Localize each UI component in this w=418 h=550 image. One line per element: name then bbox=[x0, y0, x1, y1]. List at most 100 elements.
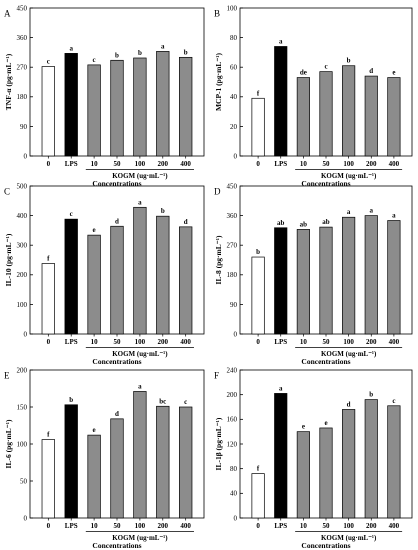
significance-label: e bbox=[93, 426, 96, 434]
bar bbox=[387, 405, 401, 519]
significance-label: b bbox=[184, 48, 188, 56]
category-label: 200 bbox=[366, 338, 377, 346]
category-label: 200 bbox=[366, 160, 377, 168]
significance-label: a bbox=[279, 37, 283, 45]
significance-label: a bbox=[69, 44, 73, 52]
y-tick-label: 0 bbox=[24, 514, 28, 522]
y-tick-label: 100 bbox=[17, 440, 28, 448]
chart-panel-f: F 0 40 80 120 160 200 240 IL-1β (pg·mL⁻¹) f 0 a LPS e… bbox=[214, 366, 413, 550]
significance-label: a bbox=[138, 198, 142, 206]
y-axis-title: TNF-α (pg·mL⁻¹) bbox=[4, 53, 13, 110]
y-tick-label: 100 bbox=[227, 4, 238, 12]
significance-label: c bbox=[184, 398, 187, 406]
category-label: 10 bbox=[91, 522, 99, 530]
category-label: 50 bbox=[323, 338, 331, 346]
category-label: 50 bbox=[323, 160, 331, 168]
category-label: 0 bbox=[256, 160, 260, 168]
bar bbox=[179, 56, 193, 157]
significance-label: e bbox=[324, 419, 327, 427]
bar bbox=[179, 406, 193, 519]
bar bbox=[296, 229, 310, 335]
bar bbox=[156, 51, 170, 157]
significance-label: ab bbox=[277, 219, 285, 227]
y-tick-label: 360 bbox=[17, 34, 28, 42]
significance-label: b bbox=[347, 57, 351, 65]
significance-label: f bbox=[47, 431, 50, 439]
bar bbox=[64, 404, 78, 519]
y-tick-label: 100 bbox=[17, 301, 28, 309]
significance-label: b bbox=[256, 248, 260, 256]
bar bbox=[41, 263, 55, 335]
group-label: KOGM (ug·mL⁻¹) bbox=[321, 534, 377, 542]
x-axis-title: Concentrations bbox=[301, 541, 350, 550]
significance-label: f bbox=[257, 89, 260, 97]
y-tick-label: 300 bbox=[17, 242, 28, 250]
bar bbox=[387, 220, 401, 335]
category-label: 200 bbox=[158, 338, 169, 346]
category-label: 50 bbox=[114, 522, 122, 530]
category-label: LPS bbox=[65, 338, 78, 346]
y-tick-label: 270 bbox=[227, 242, 238, 250]
bar bbox=[64, 218, 78, 335]
bar bbox=[296, 431, 310, 519]
category-label: 400 bbox=[389, 160, 400, 168]
y-tick-label: 50 bbox=[20, 477, 28, 485]
panel-letter: F bbox=[214, 370, 219, 380]
bar bbox=[87, 434, 101, 519]
y-tick-label: 0 bbox=[24, 152, 28, 160]
category-label: 0 bbox=[256, 338, 260, 346]
x-axis-title: Concentrations bbox=[92, 179, 141, 188]
category-label: 50 bbox=[114, 338, 122, 346]
category-label: 0 bbox=[256, 522, 260, 530]
bar bbox=[274, 46, 288, 157]
y-tick-label: 0 bbox=[234, 330, 238, 338]
group-label: KOGM (ug·mL⁻¹) bbox=[112, 534, 168, 542]
y-tick-label: 0 bbox=[24, 330, 28, 338]
category-label: 400 bbox=[180, 160, 191, 168]
bar bbox=[110, 59, 124, 157]
y-tick-label: 270 bbox=[17, 64, 28, 72]
chart-panel-e: E 0 50 100 150 200 IL-6 (pg·mL⁻¹) f 0 b LPS e 10 d 50 a… bbox=[4, 366, 205, 550]
significance-label: a bbox=[370, 207, 374, 215]
y-tick-label: 20 bbox=[230, 123, 238, 131]
significance-label: c bbox=[47, 58, 50, 66]
bar bbox=[251, 256, 265, 335]
significance-label: c bbox=[70, 210, 73, 218]
significance-label: e bbox=[93, 226, 96, 234]
significance-label: e bbox=[392, 69, 395, 77]
category-label: 400 bbox=[180, 522, 191, 530]
y-tick-label: 450 bbox=[17, 4, 28, 12]
y-tick-label: 200 bbox=[17, 366, 28, 374]
y-tick-label: 90 bbox=[230, 301, 238, 309]
significance-label: b bbox=[115, 51, 119, 59]
bar bbox=[364, 75, 378, 157]
bar bbox=[110, 418, 124, 519]
category-label: 10 bbox=[300, 522, 308, 530]
y-axis-title: IL-1β (pg·mL⁻¹) bbox=[214, 417, 223, 470]
category-label: 200 bbox=[366, 522, 377, 530]
chart-panel-d: D 0 90 180 270 360 450 IL-8 (pg·mL⁻¹) b 0 ab LPS ab 1… bbox=[214, 182, 413, 366]
significance-label: a bbox=[347, 208, 351, 216]
chart-panel-a: A 0 90 180 270 360 450 TNF-α (pg·mL⁻¹) c 0 a LPS c 10… bbox=[4, 4, 205, 188]
significance-label: c bbox=[93, 56, 96, 64]
significance-label: b bbox=[369, 391, 373, 399]
significance-label: e bbox=[302, 423, 305, 431]
panel-letter: C bbox=[4, 186, 10, 196]
category-label: 100 bbox=[135, 338, 146, 346]
category-label: LPS bbox=[274, 338, 287, 346]
group-label: KOGM (ug·mL⁻¹) bbox=[112, 350, 168, 358]
category-label: 200 bbox=[158, 522, 169, 530]
y-tick-label: 80 bbox=[230, 465, 238, 473]
significance-label: ab bbox=[300, 220, 308, 228]
y-tick-label: 360 bbox=[227, 212, 238, 220]
group-label: KOGM (ug·mL⁻¹) bbox=[112, 172, 168, 180]
significance-label: bc bbox=[159, 397, 166, 405]
y-tick-label: 180 bbox=[17, 93, 28, 101]
y-tick-label: 150 bbox=[17, 403, 28, 411]
significance-label: d bbox=[115, 410, 119, 418]
significance-label: d bbox=[184, 218, 188, 226]
significance-label: f bbox=[257, 465, 260, 473]
x-axis-title: Concentrations bbox=[301, 357, 350, 366]
significance-label: d bbox=[369, 67, 373, 75]
